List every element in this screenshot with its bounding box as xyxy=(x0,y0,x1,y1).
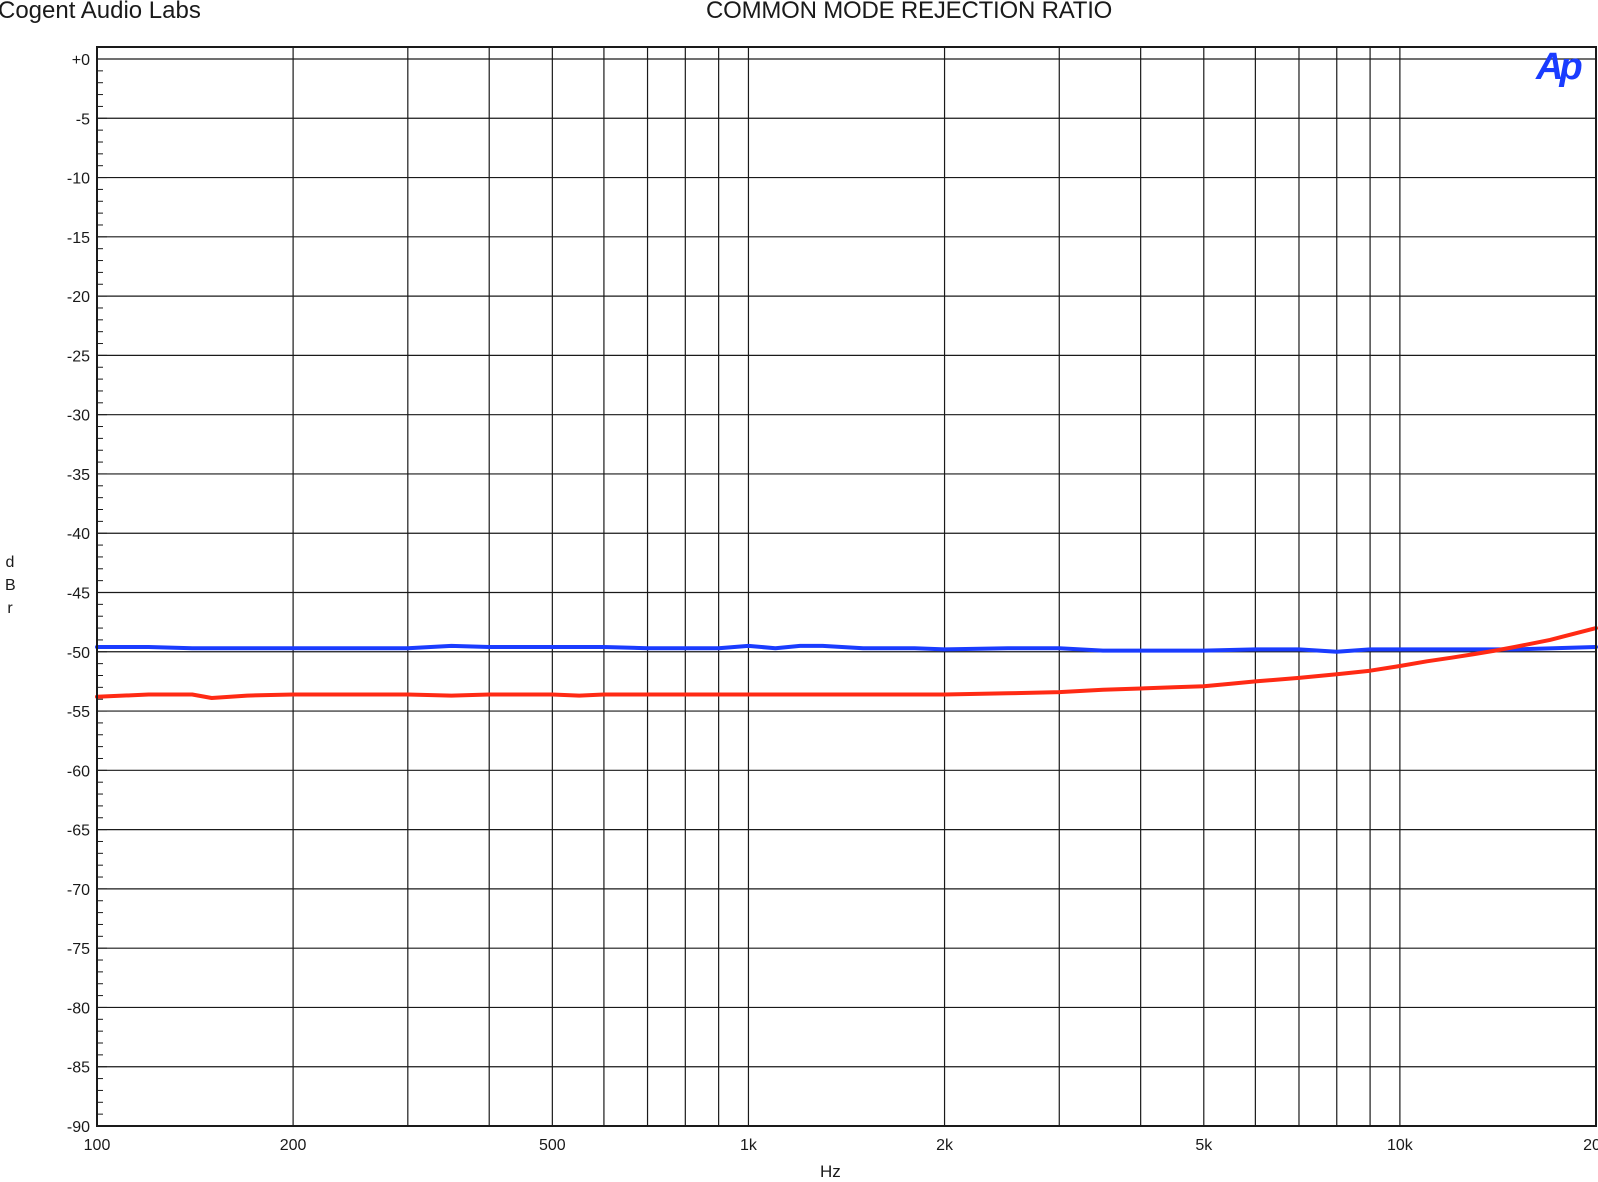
x-tick-label: 100 xyxy=(84,1137,111,1154)
y-tick-label: -5 xyxy=(76,111,90,128)
y-tick-label: -55 xyxy=(67,704,90,721)
y-tick-label: -20 xyxy=(67,289,90,306)
y-tick-label: -80 xyxy=(67,1000,90,1017)
y-tick-label: -15 xyxy=(67,230,90,247)
series-line-2 xyxy=(95,626,1598,700)
ap-logo: Ap xyxy=(1536,46,1583,88)
grid-layer xyxy=(96,47,1597,1127)
plot-frame xyxy=(96,46,1597,1127)
y-tick-label: -50 xyxy=(67,645,90,662)
minor-ticks-layer xyxy=(97,58,107,1127)
y-tick-label: -35 xyxy=(67,467,90,484)
x-tick-label: 5k xyxy=(1195,1137,1213,1154)
chart-title: COMMON MODE REJECTION RATIO xyxy=(706,0,1113,24)
x-tick-label: 500 xyxy=(539,1137,566,1154)
x-tick-label: 2k xyxy=(936,1137,954,1154)
y-tick-label: -90 xyxy=(67,1119,90,1136)
y-tick-label: -45 xyxy=(67,586,90,603)
y-tick-label: -10 xyxy=(67,171,90,188)
y-axis-label: dBr xyxy=(3,551,17,620)
y-tick-label: +0 xyxy=(72,52,90,69)
x-tick-label: 10k xyxy=(1387,1137,1414,1154)
y-axis-label-text: dBr xyxy=(5,554,16,617)
y-tick-label: -30 xyxy=(67,408,90,425)
y-tick-label: -85 xyxy=(67,1060,90,1077)
y-tick-label: -70 xyxy=(67,882,90,899)
x-tick-label: 1k xyxy=(740,1137,758,1154)
series-layer xyxy=(95,626,1598,700)
x-tick-label: 200 xyxy=(280,1137,307,1154)
x-tick-label: 20k xyxy=(1583,1137,1598,1154)
y-tick-label: -25 xyxy=(67,348,90,365)
y-tick-label: -60 xyxy=(67,763,90,780)
tick-labels-layer: +0 -5 -10 -15 -20 -25 -30 -35 -40 -45 -50 -55 -60 -65… xyxy=(67,52,1598,1154)
y-tick-label: -75 xyxy=(67,941,90,958)
y-tick-label: -65 xyxy=(67,823,90,840)
brand-label: Cogent Audio Labs xyxy=(0,0,201,24)
y-tick-label: -40 xyxy=(67,526,90,543)
series-line-1 xyxy=(95,643,1598,654)
